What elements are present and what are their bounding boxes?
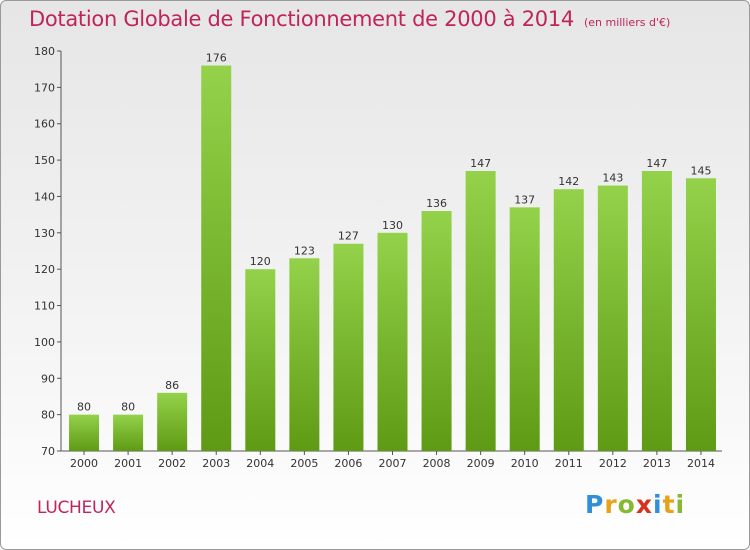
data-label: 130 — [382, 219, 403, 232]
title-text: Dotation Globale de Fonctionnement de 20… — [29, 7, 574, 31]
logo-letter: t — [662, 490, 676, 519]
bar — [113, 414, 144, 451]
y-tick-label: 160 — [34, 118, 55, 131]
x-tick-label: 2007 — [379, 457, 407, 470]
chart-title: Dotation Globale de Fonctionnement de 20… — [29, 7, 670, 31]
bar — [245, 269, 276, 451]
bar — [421, 211, 452, 451]
logo-letter: x — [635, 490, 653, 519]
data-label: 136 — [426, 197, 447, 210]
data-label: 142 — [558, 175, 579, 188]
y-tick-label: 130 — [34, 227, 55, 240]
x-tick-label: 2008 — [423, 457, 451, 470]
x-tick-label: 2013 — [643, 457, 671, 470]
bar — [685, 178, 716, 452]
data-label: 80 — [121, 401, 135, 414]
y-tick-label: 100 — [34, 336, 55, 349]
x-tick-label: 2010 — [511, 457, 539, 470]
y-tick-label: 90 — [41, 372, 55, 385]
x-tick-label: 2003 — [202, 457, 230, 470]
bar — [553, 189, 584, 451]
y-tick-label: 140 — [34, 190, 55, 203]
data-label: 80 — [77, 401, 91, 414]
x-tick-label: 2014 — [687, 457, 715, 470]
data-label: 120 — [250, 255, 271, 268]
data-label: 86 — [165, 379, 179, 392]
x-tick-label: 2012 — [599, 457, 627, 470]
data-label: 147 — [470, 157, 491, 170]
proxiti-logo: Proxiti — [585, 490, 685, 519]
y-tick-label: 120 — [34, 263, 55, 276]
logo-letter: r — [604, 490, 618, 519]
y-tick-label: 70 — [41, 445, 55, 458]
logo-letter: P — [585, 490, 605, 519]
x-tick-label: 2002 — [158, 457, 186, 470]
bar — [509, 207, 540, 451]
commune-name: LUCHEUX — [37, 498, 116, 518]
y-tick-label: 180 — [34, 45, 55, 58]
x-tick-label: 2001 — [114, 457, 142, 470]
logo-letter: i — [653, 490, 663, 519]
bar — [157, 392, 188, 451]
y-tick-label: 110 — [34, 300, 55, 313]
x-tick-label: 2009 — [467, 457, 495, 470]
bar — [377, 232, 408, 451]
x-tick-label: 2005 — [290, 457, 318, 470]
x-tick-label: 2004 — [246, 457, 274, 470]
bar — [333, 243, 364, 451]
data-label: 145 — [690, 164, 711, 177]
bar — [201, 65, 232, 451]
bar — [641, 171, 672, 451]
bar — [465, 171, 496, 451]
x-tick-label: 2011 — [555, 457, 583, 470]
y-tick-label: 150 — [34, 154, 55, 167]
bar — [597, 185, 628, 451]
data-label: 176 — [206, 52, 227, 65]
logo-letter: i — [675, 490, 686, 519]
data-label: 143 — [602, 172, 623, 185]
y-tick-label: 80 — [41, 409, 55, 422]
data-label: 127 — [338, 230, 359, 243]
bar — [289, 258, 320, 451]
data-label: 137 — [514, 193, 535, 206]
bar — [69, 414, 100, 451]
x-tick-label: 2000 — [70, 457, 98, 470]
y-tick-label: 170 — [34, 81, 55, 94]
logo-letter: o — [617, 490, 636, 519]
data-label: 147 — [646, 157, 667, 170]
x-tick-label: 2006 — [334, 457, 362, 470]
chart-subtitle: (en milliers d'€) — [583, 16, 671, 29]
data-label: 123 — [294, 244, 315, 257]
